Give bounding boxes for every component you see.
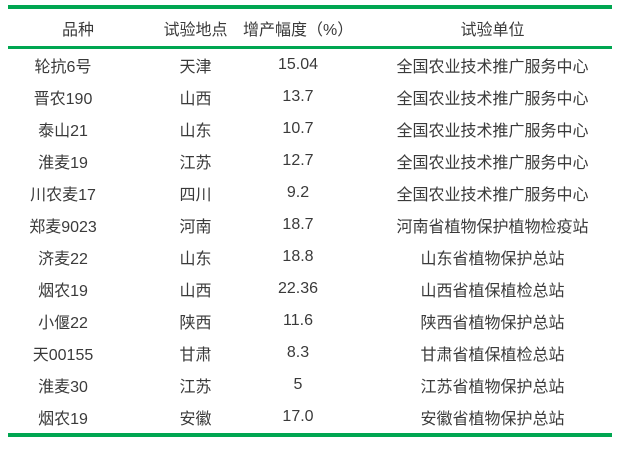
unit-cell: 陕西省植物保护总站 xyxy=(420,315,565,332)
variety-cell: 郑麦9023 xyxy=(29,219,97,236)
table-row: 川农麦17 四川 9.2 全国农业技术推广服务中心 xyxy=(8,177,612,209)
table-row: 淮麦19 江苏 12.7 全国农业技术推广服务中心 xyxy=(8,145,612,177)
table-row: 轮抗6号 天津 15.04 全国农业技术推广服务中心 xyxy=(8,48,612,82)
table-row: 天00155 甘肃 8.3 甘肃省植保植检总站 xyxy=(8,337,612,369)
unit-cell: 甘肃省植保植检总站 xyxy=(420,347,565,364)
table-header: 品种 试验地点 增产幅度（%） 试验单位 xyxy=(8,9,612,48)
variety-cell: 烟农19 xyxy=(38,283,88,300)
variety-cell: 烟农19 xyxy=(38,411,88,428)
location-cell: 江苏 xyxy=(179,155,212,172)
unit-cell: 河南省植物保护植物检疫站 xyxy=(396,219,589,236)
unit-cell: 江苏省植物保护总站 xyxy=(420,379,565,396)
variety-cell: 天00155 xyxy=(32,347,94,364)
location-cell: 陕西 xyxy=(179,315,212,332)
location-cell: 甘肃 xyxy=(179,347,212,364)
unit-cell: 安徽省植物保护总站 xyxy=(420,411,565,428)
unit-cell: 山东省植物保护总站 xyxy=(420,251,565,268)
yield-increase-cell: 11.6 xyxy=(283,312,313,329)
table-row: 烟农19 山西 22.36 山西省植保植检总站 xyxy=(8,273,612,305)
yield-increase-cell: 17.0 xyxy=(282,408,314,425)
yield-increase-cell: 15.04 xyxy=(277,56,319,73)
table-row: 济麦22 山东 18.8 山东省植物保护总站 xyxy=(8,241,612,273)
location-cell: 山东 xyxy=(179,251,212,268)
yield-increase-cell: 22.36 xyxy=(277,280,319,297)
unit-cell: 全国农业技术推广服务中心 xyxy=(396,59,589,76)
table-row: 泰山21 山东 10.7 全国农业技术推广服务中心 xyxy=(8,113,612,145)
yield-increase-cell: 12.7 xyxy=(282,152,314,169)
variety-cell: 淮麦19 xyxy=(38,155,88,172)
results-table-sheet: 品种 试验地点 增产幅度（%） 试验单位 轮抗6号 天津 15.04 全国农业技… xyxy=(8,5,612,437)
table-body: 轮抗6号 天津 15.04 全国农业技术推广服务中心 晋农190 山西 13.7… xyxy=(8,48,612,434)
column-header-location: 试验地点 xyxy=(163,21,228,39)
unit-cell: 全国农业技术推广服务中心 xyxy=(396,91,589,108)
unit-cell: 全国农业技术推广服务中心 xyxy=(396,155,589,172)
variety-cell: 晋农190 xyxy=(33,91,93,108)
location-cell: 天津 xyxy=(179,59,212,76)
column-header-yield-increase: 增产幅度（%） xyxy=(243,21,353,39)
column-header-unit: 试验单位 xyxy=(460,21,525,39)
variety-cell: 淮麦30 xyxy=(38,379,88,396)
unit-cell: 山西省植保植检总站 xyxy=(420,283,565,300)
table-row: 淮麦30 江苏 5 江苏省植物保护总站 xyxy=(8,369,612,401)
location-cell: 山东 xyxy=(179,123,212,140)
yield-increase-cell: 18.7 xyxy=(282,216,314,233)
header-row: 品种 试验地点 增产幅度（%） 试验单位 xyxy=(8,9,612,48)
variety-cell: 轮抗6号 xyxy=(34,59,92,76)
trial-results-table: 品种 试验地点 增产幅度（%） 试验单位 轮抗6号 天津 15.04 全国农业技… xyxy=(8,9,612,433)
yield-increase-cell: 10.7 xyxy=(282,120,314,137)
location-cell: 江苏 xyxy=(179,379,212,396)
yield-increase-cell: 9.2 xyxy=(286,184,310,201)
unit-cell: 全国农业技术推广服务中心 xyxy=(396,123,589,140)
location-cell: 四川 xyxy=(179,187,212,204)
variety-cell: 小偃22 xyxy=(38,315,88,332)
location-cell: 安徽 xyxy=(179,411,212,428)
column-header-variety: 品种 xyxy=(61,21,94,39)
location-cell: 山西 xyxy=(179,91,212,108)
variety-cell: 济麦22 xyxy=(38,251,88,268)
table-row: 郑麦9023 河南 18.7 河南省植物保护植物检疫站 xyxy=(8,209,612,241)
location-cell: 河南 xyxy=(179,219,212,236)
location-cell: 山西 xyxy=(179,283,212,300)
table-row: 晋农190 山西 13.7 全国农业技术推广服务中心 xyxy=(8,81,612,113)
variety-cell: 川农麦17 xyxy=(30,187,96,204)
table-row: 烟农19 安徽 17.0 安徽省植物保护总站 xyxy=(8,401,612,433)
table-row: 小偃22 陕西 11.6 陕西省植物保护总站 xyxy=(8,305,612,337)
variety-cell: 泰山21 xyxy=(38,123,88,140)
yield-increase-cell: 8.3 xyxy=(286,344,310,361)
yield-increase-cell: 18.8 xyxy=(282,248,314,265)
yield-increase-cell: 13.7 xyxy=(282,88,314,105)
yield-increase-cell: 5 xyxy=(293,376,303,393)
unit-cell: 全国农业技术推广服务中心 xyxy=(396,187,589,204)
